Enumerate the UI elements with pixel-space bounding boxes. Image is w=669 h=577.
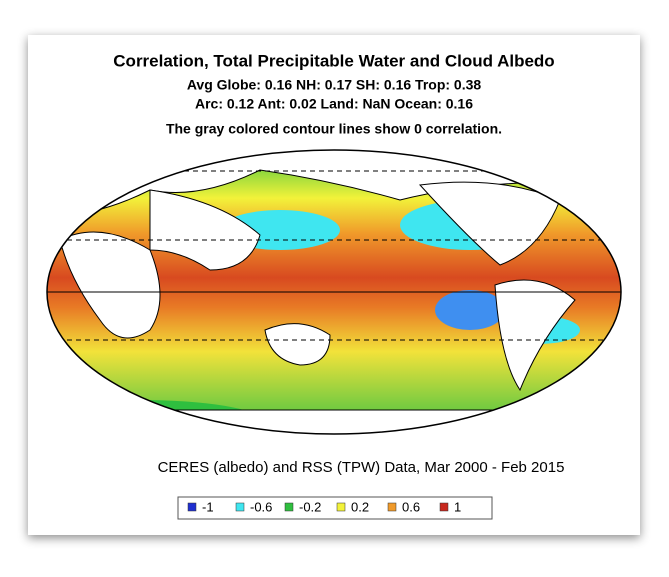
stats-line: Avg Globe: 0.16 NH: 0.17 SH: 0.16 Trop: … (187, 77, 482, 93)
stats-line: Arc: 0.12 Ant: 0.02 Land: NaN Ocean: 0.1… (195, 96, 473, 112)
legend-label: 0.2 (351, 499, 369, 514)
legend-swatch (284, 502, 294, 512)
note: The gray colored contour lines show 0 co… (166, 121, 502, 137)
source: CERES (albedo) and RSS (TPW) Data, Mar 2… (158, 459, 565, 476)
legend-swatch (387, 502, 397, 512)
legend-label: -0.6 (250, 499, 272, 514)
legend-label: 0.6 (402, 499, 420, 514)
legend-label: -1 (202, 499, 214, 514)
legend-label: -0.2 (299, 499, 321, 514)
legend-swatch (235, 502, 245, 512)
legend-label: 1 (454, 499, 461, 514)
legend-swatch (187, 502, 197, 512)
legend-box (177, 496, 493, 520)
title: Correlation, Total Precipitable Water an… (113, 51, 554, 70)
legend: -1 -0.6 -0.2 0.2 0.6 1 (187, 499, 461, 514)
legend-swatch (336, 502, 346, 512)
globe-outline (46, 149, 622, 435)
legend-swatch (439, 502, 449, 512)
